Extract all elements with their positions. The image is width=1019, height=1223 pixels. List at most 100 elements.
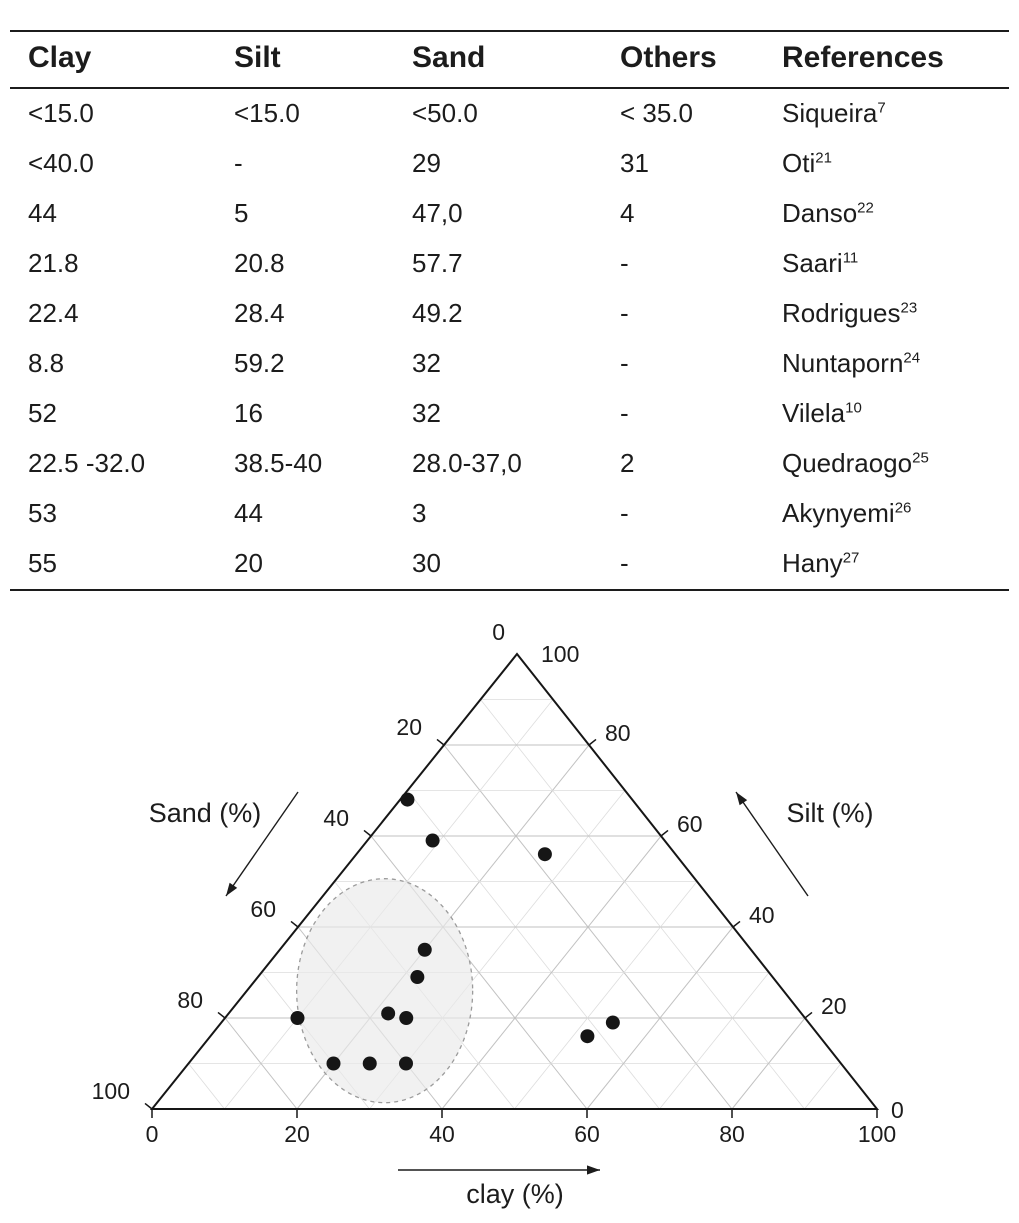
tick-label-sand-80: 80 [177, 987, 203, 1013]
cell-others: 31 [620, 148, 649, 178]
cell-sand: 57.7 [412, 248, 463, 278]
cell-clay: <40.0 [28, 148, 94, 178]
table-header-row: Clay Silt Sand Others References [10, 31, 1009, 89]
reference-name: Nuntaporn [782, 348, 904, 378]
cell-sand: <50.0 [412, 98, 478, 128]
table-row: 44 5 47,0 4 Danso22 [10, 189, 1009, 239]
cell-silt: 59.2 [234, 348, 285, 378]
reference-superscript: 26 [894, 499, 912, 517]
cell-clay: 53 [28, 498, 57, 528]
cell-clay: 22.4 [28, 298, 79, 328]
axis-label-clay: clay (%) [466, 1179, 564, 1209]
col-header-silt: Silt [228, 31, 406, 89]
cell-others: 4 [620, 198, 635, 228]
reference-superscript: 27 [842, 549, 860, 567]
cell-reference: Hany27 [776, 539, 1009, 590]
cell-reference: Siqueira7 [776, 88, 1009, 139]
cell-reference: Saari11 [776, 239, 1009, 289]
cell-others: - [620, 348, 629, 378]
grid-clay-70 [659, 972, 770, 1110]
table-row: 55 20 30 - Hany27 [10, 539, 1009, 590]
cell-sand: 32 [412, 348, 441, 378]
cell-others: < 35.0 [620, 98, 694, 128]
reference-name: Hany [782, 548, 843, 578]
tick-silt-80 [588, 738, 597, 746]
tick-silt-60 [660, 829, 669, 837]
cell-sand: 32 [412, 398, 441, 428]
cell-others: - [620, 248, 629, 278]
cell-silt: 20 [234, 548, 263, 578]
table-row: <40.0 - 29 31 Oti21 [10, 139, 1009, 189]
cell-silt: - [234, 148, 243, 178]
data-point-4 [410, 970, 425, 985]
data-point-3 [417, 942, 432, 957]
cell-clay: 52 [28, 398, 57, 428]
clay-axis-arrow-head [587, 1165, 600, 1175]
axis-label-sand: Sand (%) [149, 798, 262, 828]
cell-reference: Vilela10 [776, 389, 1009, 439]
col-header-sand: Sand [406, 31, 614, 89]
cell-sand: 47,0 [412, 198, 463, 228]
tick-label-silt-100: 100 [541, 641, 579, 667]
reference-name: Siqueira [782, 98, 878, 128]
table-body: <15.0 <15.0 <50.0 < 35.0 Siqueira7 <40.0-29 31… [10, 88, 1009, 590]
cell-sand: 3 [412, 498, 427, 528]
col-header-others: Others [614, 31, 776, 89]
table-row: 22.5 -32.0 38.5-40 28.0-37,0 2 Quedraogo25 [10, 439, 1009, 489]
data-point-5 [290, 1011, 305, 1025]
reference-superscript: 24 [903, 349, 921, 367]
grid-clay-80 [731, 1017, 806, 1110]
data-point-2 [537, 847, 552, 862]
data-point-6 [381, 1006, 396, 1021]
reference-superscript: 11 [842, 249, 859, 267]
cell-silt: 16 [234, 398, 263, 428]
reference-name: Saari [782, 248, 843, 278]
cell-silt: 5 [234, 198, 249, 228]
data-point-7 [399, 1011, 414, 1025]
data-point-9 [580, 1029, 595, 1044]
tick-sand-20 [436, 738, 445, 746]
table-row: 53 44 3 - Akynyemi26 [10, 489, 1009, 539]
tick-label-silt-60: 60 [677, 811, 703, 837]
soil-composition-table-section: Clay Silt Sand Others References <15.0 <1… [10, 30, 1009, 591]
silt-axis-arrow-head [736, 792, 748, 806]
cell-others: - [620, 498, 629, 528]
grid-clay-50 [514, 881, 698, 1110]
tick-sand-80 [217, 1011, 226, 1019]
tick-label-clay-80: 80 [719, 1121, 745, 1147]
table-row: <15.0 <15.0 <50.0 < 35.0 Siqueira7 [10, 88, 1009, 139]
reference-name: Akynyemi [782, 498, 895, 528]
cell-silt: 20.8 [234, 248, 285, 278]
tick-label-sand-20: 20 [396, 714, 422, 740]
cell-clay: 44 [28, 198, 57, 228]
ternary-plot-svg: 0 20 40 60 80 100020406080100100806040200Sand… [92, 619, 904, 1209]
tick-label-sand-40: 40 [323, 805, 349, 831]
cell-reference: Oti21 [776, 139, 1009, 189]
data-point-8 [605, 1015, 620, 1030]
cell-silt: 44 [234, 498, 263, 528]
data-point-12 [399, 1056, 413, 1071]
cell-silt: 28.4 [234, 298, 285, 328]
sand-axis-arrow-line [225, 791, 299, 897]
tick-label-sand-100: 100 [92, 1078, 130, 1104]
reference-name: Vilela [782, 398, 846, 428]
grid-clay-60 [586, 926, 734, 1110]
cell-clay: 21.8 [28, 248, 79, 278]
reference-superscript: 25 [912, 449, 929, 467]
grid-sand-10 [480, 699, 805, 1110]
grid-sand-30 [407, 790, 660, 1110]
tick-sand-60 [290, 920, 299, 928]
reference-name: Oti [782, 148, 816, 178]
tick-label-clay-40: 40 [429, 1121, 455, 1147]
cell-reference: Akynyemi26 [776, 489, 1009, 539]
cell-sand: 49.2 [412, 298, 463, 328]
cell-others: - [620, 398, 629, 428]
tick-label-silt-0: 0 [891, 1097, 904, 1123]
col-header-references: References [776, 31, 1009, 89]
data-point-1 [425, 833, 440, 848]
tick-label-silt-40: 40 [749, 902, 775, 928]
reference-superscript: 22 [857, 199, 874, 217]
cell-sand: 30 [412, 548, 441, 578]
cell-reference: Nuntaporn24 [776, 339, 1009, 389]
cell-sand: 29 [412, 148, 441, 178]
